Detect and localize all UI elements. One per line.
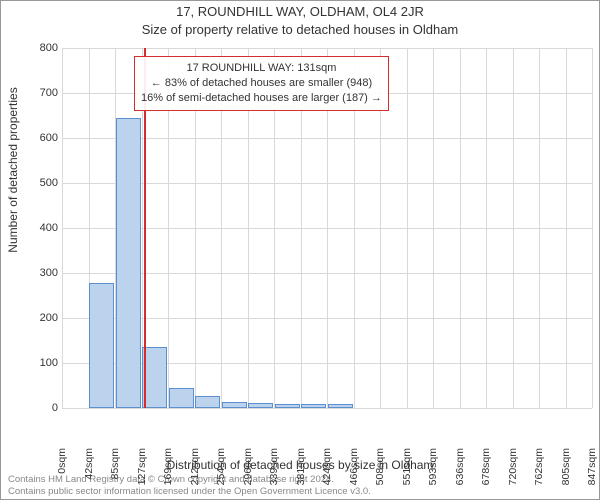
y-tick-label: 200 bbox=[8, 312, 58, 324]
x-tick-label: 678sqm bbox=[480, 448, 492, 500]
x-tick-label: 551sqm bbox=[401, 448, 413, 500]
callout-line-2: ← 83% of detached houses are smaller (94… bbox=[141, 76, 382, 91]
histogram-bar bbox=[195, 396, 220, 408]
y-tick-label: 0 bbox=[8, 402, 58, 414]
histogram-bar bbox=[301, 404, 326, 408]
gridline-v bbox=[486, 48, 487, 408]
histogram-bar bbox=[169, 388, 194, 408]
x-tick-label: 466sqm bbox=[348, 448, 360, 500]
page-title: 17, ROUNDHILL WAY, OLDHAM, OL4 2JR bbox=[0, 4, 600, 19]
y-tick-label: 300 bbox=[8, 267, 58, 279]
x-tick-label: 762sqm bbox=[533, 448, 545, 500]
y-tick-label: 800 bbox=[8, 42, 58, 54]
histogram-bar bbox=[328, 404, 353, 408]
x-tick-label: 254sqm bbox=[215, 448, 227, 500]
gridline-v bbox=[513, 48, 514, 408]
x-tick-label: 424sqm bbox=[321, 448, 333, 500]
y-tick-label: 100 bbox=[8, 357, 58, 369]
chart-container: 17, ROUNDHILL WAY, OLDHAM, OL4 2JR Size … bbox=[0, 0, 600, 500]
x-tick-label: 0sqm bbox=[56, 448, 68, 500]
histogram-bar bbox=[89, 283, 114, 408]
x-tick-label: 720sqm bbox=[507, 448, 519, 500]
histogram-bar bbox=[222, 402, 247, 408]
callout-box: 17 ROUNDHILL WAY: 131sqm← 83% of detache… bbox=[134, 56, 389, 111]
plot: 17 ROUNDHILL WAY: 131sqm← 83% of detache… bbox=[62, 48, 592, 408]
gridline-v bbox=[566, 48, 567, 408]
y-tick-label: 400 bbox=[8, 222, 58, 234]
x-tick-label: 296sqm bbox=[242, 448, 254, 500]
x-tick-label: 805sqm bbox=[560, 448, 572, 500]
callout-line-3: 16% of semi-detached houses are larger (… bbox=[141, 91, 382, 106]
x-tick-label: 339sqm bbox=[268, 448, 280, 500]
x-tick-label: 169sqm bbox=[162, 448, 174, 500]
gridline-v bbox=[62, 48, 63, 408]
x-tick-label: 636sqm bbox=[454, 448, 466, 500]
x-tick-label: 508sqm bbox=[374, 448, 386, 500]
x-tick-label: 212sqm bbox=[189, 448, 201, 500]
callout-line-1: 17 ROUNDHILL WAY: 131sqm bbox=[141, 61, 382, 76]
y-tick-label: 600 bbox=[8, 132, 58, 144]
histogram-bar bbox=[116, 118, 141, 408]
gridline-h bbox=[62, 408, 592, 409]
x-tick-label: 42sqm bbox=[83, 448, 95, 500]
x-tick-label: 847sqm bbox=[586, 448, 598, 500]
x-tick-label: 593sqm bbox=[427, 448, 439, 500]
y-tick-label: 500 bbox=[8, 177, 58, 189]
gridline-v bbox=[460, 48, 461, 408]
x-tick-label: 85sqm bbox=[109, 448, 121, 500]
gridline-v bbox=[592, 48, 593, 408]
histogram-bar bbox=[248, 403, 273, 408]
histogram-bar bbox=[275, 404, 300, 409]
page-subtitle: Size of property relative to detached ho… bbox=[0, 22, 600, 37]
x-tick-label: 127sqm bbox=[136, 448, 148, 500]
x-tick-label: 381sqm bbox=[295, 448, 307, 500]
y-tick-label: 700 bbox=[8, 87, 58, 99]
plot-area: 17 ROUNDHILL WAY: 131sqm← 83% of detache… bbox=[62, 48, 592, 408]
gridline-v bbox=[407, 48, 408, 408]
gridline-v bbox=[433, 48, 434, 408]
gridline-v bbox=[539, 48, 540, 408]
